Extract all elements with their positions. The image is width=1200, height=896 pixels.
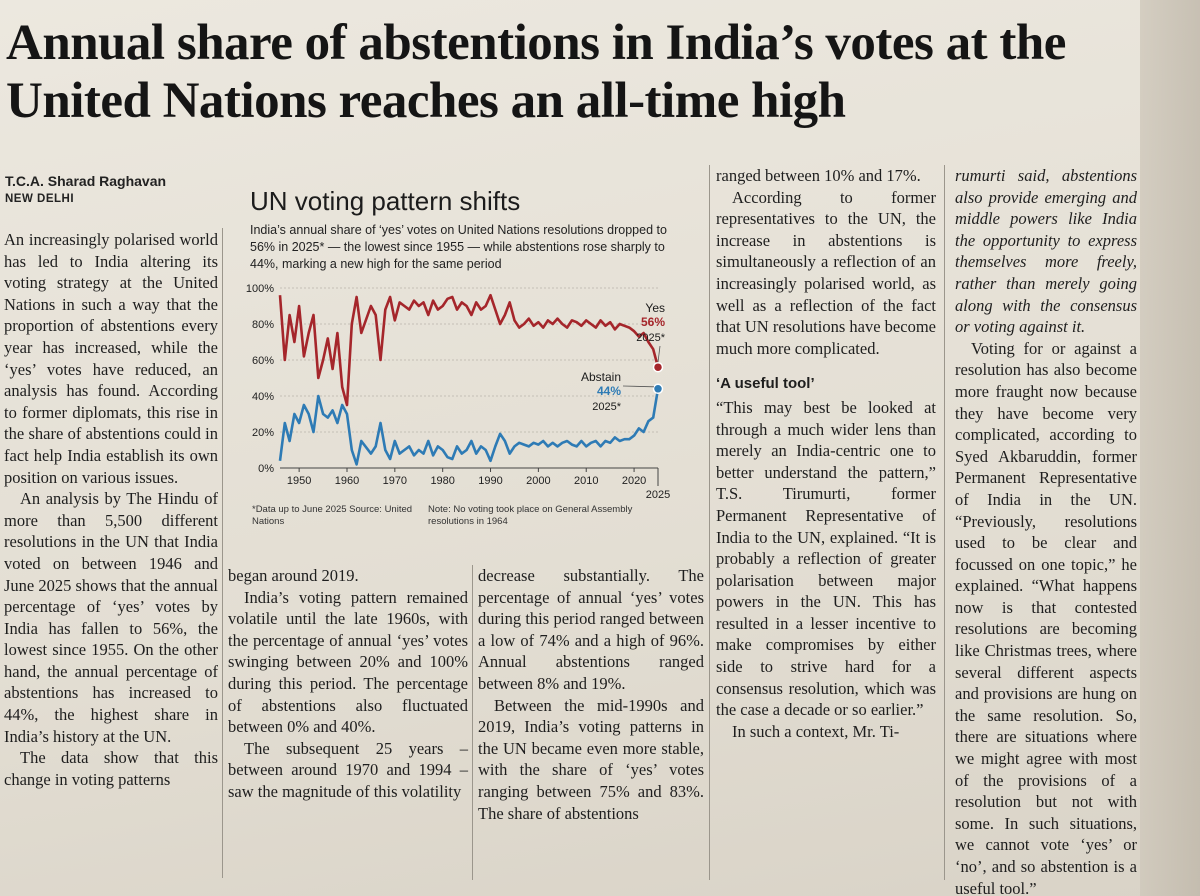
headline: Annual share of abstentions in India’s v…	[6, 15, 1066, 129]
paragraph: decrease substantially. The percentage o…	[478, 566, 704, 693]
subheading: ‘A useful tool’	[716, 375, 815, 393]
chart-footnote-note: Note: No voting took place on General As…	[428, 504, 633, 527]
column-rule	[472, 565, 473, 880]
column-rule	[222, 228, 223, 878]
yes-leader-line	[657, 345, 661, 363]
paragraph: began around 2019.	[228, 566, 359, 585]
dateline: NEW DELHI	[5, 193, 75, 205]
byline: T.C.A. Sharad Raghavan	[5, 173, 167, 189]
paragraph: According to former representatives to t…	[716, 187, 936, 358]
paragraph: An analysis by The Hindu of more than 5,…	[4, 489, 219, 746]
chart-subtitle: India’s annual share of ‘yes’ votes on U…	[250, 223, 667, 271]
column-rule	[709, 165, 710, 880]
y-tick-label: 60%	[252, 355, 274, 367]
y-tick-label: 40%	[252, 391, 274, 403]
article-column-3: decrease substantially. The percentage o…	[478, 565, 704, 824]
x-tick-label: 1980	[430, 475, 454, 487]
chart-title: UN voting pattern shifts	[250, 186, 521, 216]
y-tick-label: 0%	[258, 463, 274, 475]
abstain-year: 2025*	[592, 401, 621, 413]
article-column-4: ranged between 10% and 17%. According to…	[716, 165, 936, 742]
x-tick-label: 2020	[622, 475, 646, 487]
paragraph: Voting for or against a resolution has a…	[955, 338, 1137, 896]
paragraph: rumurti said, abstentions also provide e…	[955, 166, 1137, 337]
yes-label: Yes	[645, 301, 665, 315]
paragraph: In such a context, Mr. Ti-	[732, 721, 900, 741]
column-rule	[944, 165, 945, 880]
x-tick-label: 2000	[526, 475, 550, 487]
abstain-label: Abstain	[581, 370, 621, 384]
chart-footnote-source: *Data up to June 2025 Source: United Nat…	[252, 504, 413, 527]
paragraph: ranged between 10% and 17%.	[716, 166, 921, 185]
y-tick-label: 80%	[252, 319, 274, 331]
x-tick-label: 2010	[574, 475, 598, 487]
yes-value: 56%	[641, 315, 665, 329]
article-column-2: began around 2019. India’s voting patter…	[228, 565, 468, 803]
chart-box: UN voting pattern shifts India’s annual …	[228, 178, 703, 546]
abstain-value: 44%	[597, 384, 621, 398]
end-point-yes	[652, 361, 664, 373]
x-tick-label: 1950	[287, 475, 311, 487]
yes-year: 2025*	[636, 332, 665, 344]
x-end-label: 2025	[646, 489, 670, 500]
y-tick-label: 20%	[252, 427, 274, 439]
paragraph: The data show that this change in voting…	[4, 748, 218, 789]
series-line-yes	[278, 293, 660, 407]
line-chart: 0% 20% 40% 60% 80% 100% 1950 1960 1970 1980 1990 20…	[246, 283, 670, 500]
series-line-abstain	[278, 388, 660, 466]
abstain-leader-line	[622, 385, 655, 388]
x-tick-label: 1990	[478, 475, 502, 487]
paragraph: An increasingly polarised world has led …	[4, 230, 218, 487]
y-tick-label: 100%	[246, 283, 274, 295]
x-tick-label: 1960	[335, 475, 359, 487]
end-point-abstain	[652, 383, 664, 395]
paragraph: The subsequent 25 years – between around…	[228, 738, 468, 801]
article-column-1: An increasingly polarised world has led …	[4, 229, 218, 790]
paragraph: Between the mid-1990s and 2019, India’s …	[478, 695, 704, 823]
paragraph: India’s voting pattern remained volatile…	[228, 587, 468, 737]
x-tick-label: 1970	[383, 475, 407, 487]
article-column-5: rumurti said, abstentions also provide e…	[955, 165, 1137, 896]
adjacent-page-edge	[1140, 0, 1200, 896]
paragraph: “This may best be looked at through a mu…	[716, 397, 936, 720]
